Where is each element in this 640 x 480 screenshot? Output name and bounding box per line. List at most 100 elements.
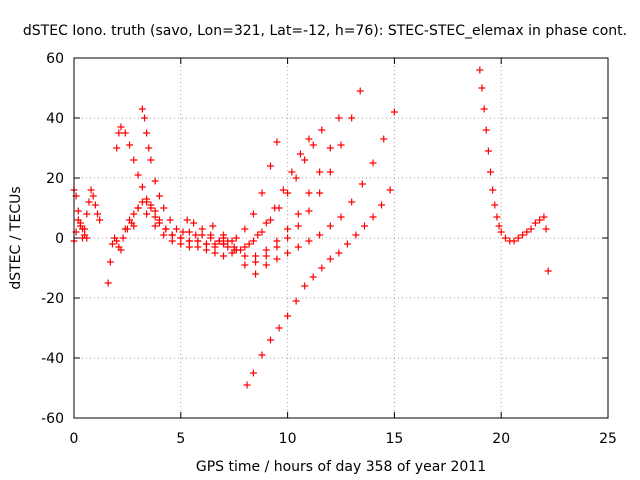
data-point (318, 264, 326, 272)
data-point (81, 225, 89, 233)
data-point (91, 201, 99, 209)
data-point (224, 237, 232, 245)
data-point (241, 261, 249, 269)
data-point (369, 213, 377, 221)
data-point (262, 219, 270, 227)
data-point (151, 213, 159, 221)
data-point (126, 141, 134, 149)
data-point (85, 198, 93, 206)
data-point (519, 231, 527, 239)
data-point (360, 222, 368, 230)
data-point (113, 144, 121, 152)
data-point (493, 213, 501, 221)
data-point (273, 237, 281, 245)
x-tick-label: 10 (279, 431, 297, 447)
data-point (273, 255, 281, 263)
data-point (309, 273, 317, 281)
data-point (117, 123, 125, 131)
data-point (220, 234, 228, 242)
data-point (292, 297, 300, 305)
data-point (194, 237, 202, 245)
x-tick-label: 0 (70, 431, 79, 447)
data-point (76, 222, 84, 230)
data-point (166, 216, 174, 224)
data-series (134, 135, 313, 260)
data-point (275, 204, 283, 212)
y-tick-label: 60 (46, 51, 64, 67)
data-point (536, 216, 544, 224)
data-point (121, 129, 129, 137)
data-point (316, 231, 324, 239)
data-point (523, 228, 531, 236)
data-point (284, 225, 292, 233)
data-point (495, 222, 503, 230)
data-point (155, 216, 163, 224)
data-point (514, 234, 522, 242)
chart-title: dSTEC Iono. truth (savo, Lon=321, Lat=-1… (23, 23, 627, 39)
data-point (358, 180, 366, 188)
data-point (484, 147, 492, 155)
data-point (343, 240, 351, 248)
data-point (108, 240, 116, 248)
data-point (262, 252, 270, 260)
data-point (316, 168, 324, 176)
data-point (487, 168, 495, 176)
data-point (296, 150, 304, 158)
data-point (155, 192, 163, 200)
data-point (79, 234, 87, 242)
data-point (194, 243, 202, 251)
data-point (130, 222, 138, 230)
data-point (249, 369, 257, 377)
x-axis-label: GPS time / hours of day 358 of year 2011 (196, 459, 486, 475)
data-point (177, 240, 185, 248)
data-point (211, 249, 219, 257)
data-point (348, 114, 356, 122)
x-tick-label: 5 (176, 431, 185, 447)
data-point (104, 279, 112, 287)
data-point (294, 222, 302, 230)
data-series (252, 108, 398, 278)
data-point (241, 252, 249, 260)
data-point (230, 246, 238, 254)
data-point (301, 156, 309, 164)
data-point (337, 141, 345, 149)
data-point (288, 168, 296, 176)
data-point (74, 207, 82, 215)
data-point (326, 255, 334, 263)
data-point (138, 183, 146, 191)
data-point (252, 252, 260, 260)
data-point (151, 177, 159, 185)
x-tick-label: 20 (492, 431, 510, 447)
data-point (258, 351, 266, 359)
data-point (183, 216, 191, 224)
data-point (476, 66, 484, 74)
data-point (531, 219, 539, 227)
data-point (273, 138, 281, 146)
data-points (70, 66, 552, 389)
x-tick-labels: 0 5 10 15 20 25 (70, 431, 617, 447)
data-point (309, 141, 317, 149)
data-point (190, 219, 198, 227)
data-point (162, 225, 170, 233)
data-series (121, 198, 236, 251)
data-point (273, 243, 281, 251)
data-point (168, 231, 176, 239)
data-series (138, 105, 281, 245)
data-series (476, 66, 552, 275)
data-point (115, 129, 123, 137)
data-point (294, 210, 302, 218)
data-point (544, 267, 552, 275)
data-point (134, 204, 142, 212)
data-series (79, 186, 104, 242)
data-point (305, 207, 313, 215)
data-point (267, 336, 275, 344)
data-point (126, 216, 134, 224)
data-point (254, 231, 262, 239)
data-point (160, 231, 168, 239)
data-point (249, 237, 257, 245)
data-point (294, 243, 302, 251)
data-point (202, 246, 210, 254)
data-point (527, 225, 535, 233)
data-point (74, 216, 82, 224)
data-point (83, 210, 91, 218)
